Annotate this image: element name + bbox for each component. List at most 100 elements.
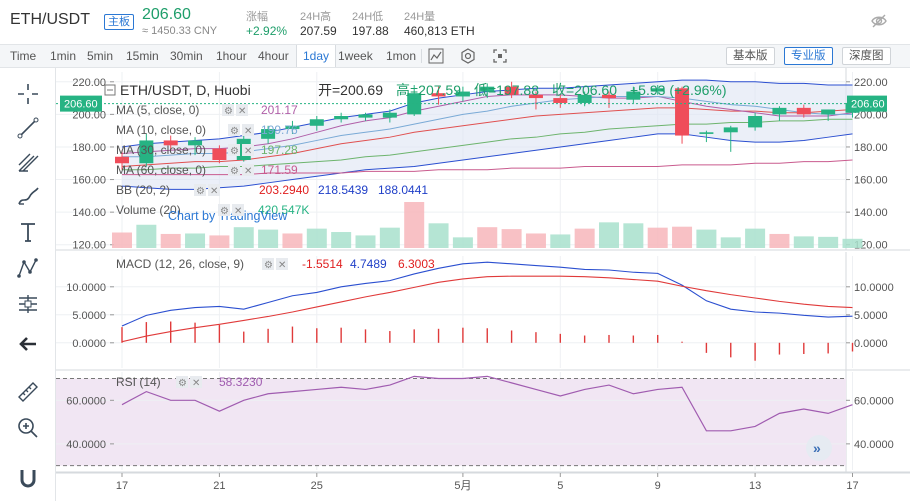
pattern-icon[interactable] — [14, 254, 42, 282]
settings-gear-icon: ⚙ — [230, 146, 239, 157]
candle-body — [163, 140, 178, 146]
basic-version-button[interactable]: 基本版 — [726, 47, 775, 65]
left-tick-label: 220.00 — [72, 77, 106, 89]
bb-legend-name: BB (20, 2) — [116, 183, 170, 197]
left-price-tag: 206.60 — [64, 99, 98, 111]
change-value: +2.92% — [246, 24, 288, 38]
left-price-tag-bg — [60, 95, 102, 112]
pro-version-button[interactable]: 专业版 — [784, 47, 833, 65]
volume-bar — [282, 233, 303, 248]
eye-off-icon[interactable] — [870, 12, 888, 30]
volume-bar — [818, 236, 839, 248]
low-24h-value: 197.88 — [352, 24, 389, 38]
depth-chart-button[interactable]: 深度图 — [842, 47, 891, 65]
volume-bar — [720, 237, 741, 248]
interval-15min[interactable]: 15min — [126, 49, 159, 63]
settings-gear-icon: ⚙ — [196, 186, 205, 197]
candle-type-icon[interactable] — [426, 47, 446, 65]
time-axis: 17 21 25 5月 5 9 13 17 — [56, 472, 910, 492]
close-indicator-icon: ✕ — [234, 206, 242, 217]
cny-price: ≈ 1450.33 CNY — [142, 25, 218, 37]
macd-legend-value: -1.5514 — [302, 257, 343, 271]
interval-1day[interactable]: 1day — [296, 45, 337, 67]
right-tick-label: 5.0000 — [854, 310, 888, 322]
volume-bar — [842, 238, 863, 248]
interval-30min[interactable]: 30min — [170, 49, 203, 63]
settings-gear-icon — [176, 376, 188, 388]
macd-line — [121, 275, 853, 343]
volume-bar — [696, 229, 717, 248]
interval-4hour[interactable]: 4hour — [258, 49, 289, 63]
candle-body — [650, 88, 665, 92]
magnet-icon[interactable] — [14, 464, 42, 492]
volume-bar — [185, 233, 206, 248]
pair-name[interactable]: ETH/USDT — [10, 11, 90, 28]
text-icon[interactable] — [14, 218, 42, 246]
macd-legend-name: MACD (12, 26, close, 9) — [116, 257, 244, 271]
ruler-icon[interactable] — [14, 378, 42, 406]
brush-icon[interactable] — [14, 182, 42, 210]
drawing-tools-sidebar — [0, 68, 56, 501]
volume-bar — [647, 227, 668, 248]
volume-bar — [331, 232, 352, 248]
candle-body — [480, 86, 495, 92]
right-tick-label: 60.0000 — [854, 395, 894, 407]
left-tick-label: 160.00 — [72, 175, 106, 187]
interval-5min[interactable]: 5min — [87, 49, 114, 63]
candle-body — [212, 148, 227, 160]
candle-body — [772, 107, 787, 115]
volume-bar — [672, 226, 693, 248]
indicator-settings-icon[interactable] — [458, 47, 478, 65]
candle-body — [407, 93, 422, 115]
interval-1week[interactable]: 1week — [338, 49, 373, 63]
settings-gear-icon: ⚙ — [224, 106, 233, 117]
ma-legend-value: 197.28 — [261, 143, 298, 157]
macd-legend-value: 6.3003 — [398, 257, 435, 271]
bb-legend-upper: 203.2940 — [259, 183, 309, 197]
close-indicator-icon: ✕ — [244, 166, 252, 177]
zoom-in-icon[interactable] — [14, 414, 42, 442]
rsi-legend-value: 58.3230 — [219, 375, 263, 389]
crosshair-icon[interactable] — [14, 80, 42, 108]
settings-gear-icon: ⚙ — [230, 166, 239, 177]
close-indicator-icon: ✕ — [244, 146, 252, 157]
rsi-band-fill — [56, 378, 846, 466]
right-tick-label: 200.00 — [854, 109, 888, 121]
ma-legend-value: 199.76 — [261, 123, 298, 137]
left-tick-label: 200.00 — [72, 109, 106, 121]
chart-area[interactable]: 120.00120.00140.00140.00160.00160.00180.… — [56, 68, 910, 501]
interval-1mon[interactable]: 1mon — [386, 49, 417, 63]
interval-1hour[interactable]: 1hour — [216, 49, 247, 63]
volume-bar — [258, 229, 279, 248]
settings-gear-icon: ⚙ — [220, 206, 229, 217]
chart-title: ETH/USDT, D, Huobi — [120, 82, 251, 98]
measure-icon[interactable] — [14, 290, 42, 318]
collapse-legend-icon — [104, 84, 116, 96]
left-tick-label: 0.0000 — [72, 338, 106, 350]
volume-24h-label: 24H量 — [404, 11, 436, 23]
close-indicator-icon: ✕ — [210, 186, 218, 197]
volume-legend-name: Volume (20) — [116, 203, 181, 217]
double-chevron-right-icon: » — [813, 440, 821, 456]
interval-time[interactable]: Time — [10, 49, 37, 63]
settings-gear-icon — [222, 104, 234, 116]
candle-body — [358, 114, 373, 118]
toolbar-divider — [421, 49, 422, 63]
candle-body — [821, 109, 836, 115]
fullscreen-icon[interactable] — [490, 47, 510, 65]
trendline-icon[interactable] — [14, 114, 42, 142]
candle-body — [796, 107, 811, 115]
back-arrow-icon[interactable] — [14, 330, 42, 358]
time-tick-label: 5 — [557, 480, 563, 492]
candle-body — [431, 93, 446, 97]
volume-bar — [112, 232, 132, 248]
candle-body — [188, 140, 203, 146]
interval-1min[interactable]: 1min — [50, 49, 77, 63]
volume-legend-value: 420.547K — [258, 203, 309, 217]
close-indicator-icon: ✕ — [192, 378, 200, 389]
volume-bar — [525, 233, 546, 248]
close-indicator-icon — [242, 164, 254, 176]
close-indicator-icon — [236, 104, 248, 116]
right-tick-label: 40.0000 — [854, 439, 894, 451]
pitchfork-icon[interactable] — [14, 148, 42, 176]
